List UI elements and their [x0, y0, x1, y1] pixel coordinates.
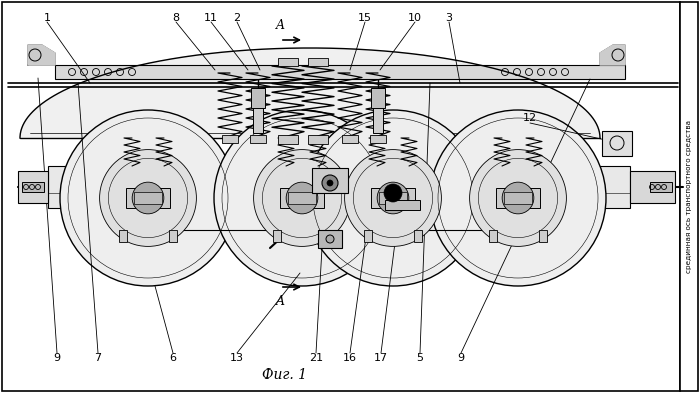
- Bar: [342, 135, 358, 143]
- Text: 5: 5: [416, 353, 424, 363]
- Bar: [414, 230, 422, 242]
- Circle shape: [305, 110, 481, 286]
- Bar: [134, 192, 162, 204]
- Bar: [278, 135, 298, 144]
- Bar: [288, 192, 316, 204]
- Bar: [385, 200, 420, 210]
- Bar: [250, 135, 266, 143]
- Circle shape: [322, 175, 338, 191]
- Text: 16: 16: [343, 353, 357, 363]
- Bar: [323, 230, 331, 242]
- Bar: [18, 171, 48, 203]
- Bar: [278, 58, 298, 66]
- Circle shape: [377, 182, 409, 214]
- Bar: [680, 2, 698, 391]
- Circle shape: [99, 150, 197, 246]
- Circle shape: [502, 182, 534, 214]
- Circle shape: [326, 235, 334, 243]
- Circle shape: [60, 110, 236, 286]
- Bar: [504, 192, 532, 204]
- Text: 6: 6: [169, 353, 176, 363]
- Bar: [48, 166, 630, 208]
- Circle shape: [253, 150, 351, 246]
- Text: 1: 1: [43, 13, 50, 23]
- Circle shape: [132, 182, 164, 214]
- Text: 9: 9: [53, 353, 61, 363]
- Circle shape: [384, 184, 402, 202]
- Circle shape: [430, 110, 606, 286]
- Bar: [489, 230, 497, 242]
- Bar: [308, 135, 328, 144]
- Circle shape: [344, 150, 442, 246]
- Polygon shape: [20, 48, 600, 138]
- Bar: [379, 192, 407, 204]
- Text: 3: 3: [445, 13, 452, 23]
- Bar: [318, 230, 342, 248]
- Bar: [312, 168, 348, 193]
- Text: 8: 8: [172, 13, 180, 23]
- Bar: [602, 131, 632, 156]
- Text: 9: 9: [457, 353, 465, 363]
- Text: 12: 12: [523, 113, 537, 123]
- Text: 15: 15: [358, 13, 372, 23]
- Bar: [222, 135, 238, 143]
- Bar: [273, 230, 281, 242]
- Text: 21: 21: [309, 353, 323, 363]
- Text: 13: 13: [230, 353, 244, 363]
- Bar: [630, 171, 675, 203]
- Bar: [126, 188, 170, 208]
- Bar: [169, 230, 177, 242]
- Polygon shape: [28, 45, 55, 65]
- Text: Фиг. 1: Фиг. 1: [262, 368, 307, 382]
- Circle shape: [327, 180, 333, 186]
- Circle shape: [286, 182, 318, 214]
- Text: A: A: [276, 295, 284, 308]
- Bar: [253, 98, 263, 133]
- Text: срединная ось транспортного средства: срединная ось транспортного средства: [686, 120, 692, 273]
- Text: 11: 11: [204, 13, 218, 23]
- Bar: [364, 230, 372, 242]
- Text: 10: 10: [408, 13, 422, 23]
- Bar: [371, 188, 415, 208]
- Bar: [371, 88, 385, 108]
- Bar: [280, 188, 324, 208]
- Polygon shape: [600, 45, 625, 65]
- Text: 2: 2: [233, 13, 241, 23]
- Bar: [539, 230, 547, 242]
- Circle shape: [470, 150, 566, 246]
- Text: A: A: [276, 19, 284, 32]
- Bar: [119, 230, 127, 242]
- Text: 17: 17: [374, 353, 388, 363]
- Circle shape: [214, 110, 390, 286]
- Bar: [251, 88, 265, 108]
- Text: 7: 7: [94, 353, 101, 363]
- Bar: [22, 182, 44, 192]
- Bar: [496, 188, 540, 208]
- Bar: [55, 65, 625, 79]
- Bar: [308, 58, 328, 66]
- Bar: [650, 182, 672, 192]
- Bar: [370, 135, 386, 143]
- Bar: [373, 98, 383, 133]
